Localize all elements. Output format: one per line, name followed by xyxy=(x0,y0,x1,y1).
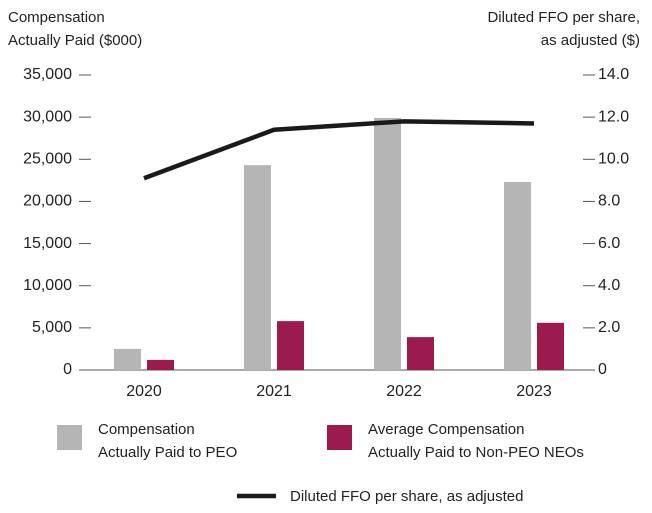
y2-axis-title: Diluted FFO per share, as adjusted ($) xyxy=(487,9,640,49)
y-tick-label: 30,000 xyxy=(23,108,72,125)
bar xyxy=(537,322,564,370)
bar xyxy=(374,117,401,370)
bar xyxy=(147,359,174,370)
bar xyxy=(504,182,531,370)
legend-swatch xyxy=(327,425,352,450)
x-tick-label: 2020 xyxy=(126,383,162,400)
x-tick-label: 2022 xyxy=(386,383,422,400)
y2-tick-label: 14.0 xyxy=(598,66,629,83)
y-tick-label: 35,000 xyxy=(23,66,72,83)
bar xyxy=(114,348,141,370)
y-tick-label: 25,000 xyxy=(23,151,72,168)
y-tick-label: 15,000 xyxy=(23,235,72,252)
y-axis-title: Compensation Actually Paid ($000) xyxy=(8,9,143,49)
line xyxy=(143,119,535,181)
legend-label: Average Compensation Actually Paid to No… xyxy=(368,421,584,461)
legend-label: Compensation Actually Paid to PEO xyxy=(98,421,238,461)
bar xyxy=(244,165,271,370)
x-tick-label: 2021 xyxy=(256,383,292,400)
y2-tick-label: 8.0 xyxy=(598,193,620,210)
y2-tick-label: 4.0 xyxy=(598,277,620,294)
y-tick-label: 20,000 xyxy=(23,193,72,210)
x-tick-label: 2023 xyxy=(516,383,552,400)
y-tick-label: 10,000 xyxy=(23,277,72,294)
y2-tick-label: 6.0 xyxy=(598,235,620,252)
bar xyxy=(277,321,304,370)
legend-swatch xyxy=(57,425,82,450)
bar xyxy=(407,337,434,370)
y-tick-label: 0 xyxy=(63,361,72,378)
y2-tick-label: 10.0 xyxy=(598,151,629,168)
y2-tick-label: 2.0 xyxy=(598,319,620,336)
y2-tick-label: 0 xyxy=(598,361,607,378)
y-tick-label: 5,000 xyxy=(32,319,72,336)
y2-tick-label: 12.0 xyxy=(598,108,629,125)
legend-label: Diluted FFO per share, as adjusted xyxy=(290,488,524,505)
